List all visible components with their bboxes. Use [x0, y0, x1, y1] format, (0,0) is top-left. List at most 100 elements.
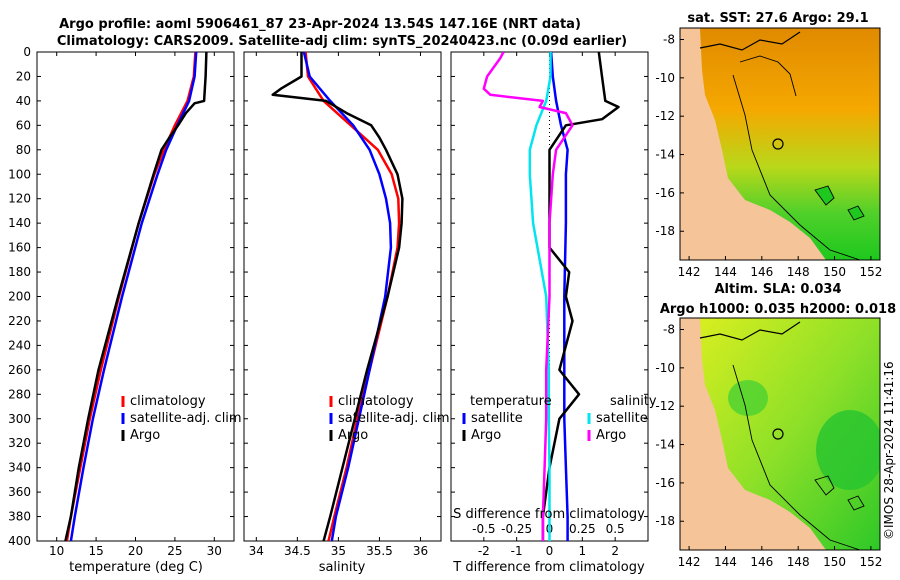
depth-tick-label: 140 — [8, 216, 31, 230]
lon-tick-label: 150 — [823, 555, 846, 569]
sst-map-frame — [679, 27, 881, 261]
depth-tick-label: 220 — [8, 314, 31, 328]
series-line-salinity-argo — [482, 52, 574, 541]
legend-label-t-satellite: satellite — [471, 411, 523, 426]
lon-tick-label: 152 — [859, 555, 882, 569]
sst-depth-contour-2 — [739, 55, 797, 97]
sla-map-ticks: 142 144 146 148 150 152 -8 -10 -12 -14 -16 -18 — [655, 323, 882, 569]
lon-tick-label: 150 — [823, 265, 846, 279]
depth-axis: 0 20 40 60 80 100 120 140 160 180 200 220 240 260 280 3… — [8, 45, 648, 548]
lat-tick-label: -14 — [655, 148, 675, 162]
temperature-xlabel: temperature (deg C) — [69, 560, 203, 575]
salinity-legend: climatology satellite-adj. clim Argo — [329, 394, 450, 443]
x-tick-label: 15 — [88, 544, 103, 558]
lat-tick-label: -10 — [655, 361, 675, 375]
sla-map — [680, 318, 880, 550]
salinity-xlabel: salinity — [319, 560, 366, 575]
depth-tick-label: 280 — [8, 387, 31, 401]
legend-title-temperature: temperature — [470, 394, 552, 409]
depth-tick-label: 40 — [16, 94, 31, 108]
s-difference-xlabel: S difference from climatology — [453, 507, 645, 522]
x-tick-label: 34 — [249, 544, 264, 558]
depth-tick-label: 160 — [8, 241, 31, 255]
s-diff-tick-label: -0.25 — [501, 522, 532, 536]
series-line-satellite-adj-clim — [69, 52, 198, 541]
sla-map-frame — [679, 317, 881, 551]
x-tick-label: 35.5 — [366, 544, 393, 558]
lon-tick-label: 142 — [678, 265, 701, 279]
sla-depth-contour — [732, 364, 861, 550]
depth-tick-label: 180 — [8, 265, 31, 279]
x-tick-label: 30 — [207, 544, 222, 558]
legend-label-satellite: satellite-adj. clim — [338, 411, 450, 426]
temperature-legend: climatology satellite-adj. clim Argo — [121, 394, 242, 443]
sla-high — [816, 410, 880, 490]
x-tick-label: 2 — [611, 544, 619, 558]
salinity-panel — [243, 51, 442, 542]
depth-tick-label: 240 — [8, 338, 31, 352]
lon-tick-label: 142 — [678, 555, 701, 569]
depth-tick-label: 400 — [8, 534, 31, 548]
sst-reefs — [814, 185, 865, 221]
x-tick-label: 36 — [413, 544, 428, 558]
series-line-argo — [64, 52, 208, 541]
depth-tick-label: 80 — [16, 143, 31, 157]
legend-label-s-satellite: satellite — [596, 411, 648, 426]
temperature-panel — [36, 51, 235, 542]
lat-tick-label: -12 — [655, 109, 675, 123]
depth-tick-label: 300 — [8, 412, 31, 426]
x-tick-label: 0 — [546, 544, 554, 558]
series-line-climatology — [304, 52, 401, 541]
lon-tick-label: 144 — [714, 555, 737, 569]
t-difference-xlabel: T difference from climatology — [452, 560, 645, 575]
x-tick-label: 20 — [128, 544, 143, 558]
lon-tick-label: 146 — [750, 265, 773, 279]
x-tick-label: 35 — [331, 544, 346, 558]
legend-label-climatology: climatology — [130, 394, 206, 409]
sst-depth-contour — [732, 74, 861, 260]
sla-map-title: Altim. SLA: 0.034 — [715, 282, 842, 297]
depth-tick-label: 120 — [8, 192, 31, 206]
s-diff-tick-label: 0.25 — [569, 522, 596, 536]
x-tick-label: -1 — [511, 544, 523, 558]
depth-tick-label: 340 — [8, 461, 31, 475]
lat-tick-label: -8 — [663, 323, 675, 337]
difference-x-ticks: -2 -1 0 1 2 — [478, 52, 619, 558]
lon-tick-label: 148 — [787, 265, 810, 279]
x-tick-label: -2 — [478, 544, 490, 558]
depth-tick-label: 260 — [8, 363, 31, 377]
s-diff-tick-label: -0.5 — [472, 522, 495, 536]
x-tick-label: 25 — [167, 544, 182, 558]
temperature-x-ticks: 10 15 20 25 30 — [49, 52, 222, 558]
lat-tick-label: -8 — [663, 33, 675, 47]
sst-ocean — [700, 28, 880, 260]
sst-map-ticks: 142 144 146 148 150 152 -8 -10 -12 -14 -16 -18 — [655, 33, 882, 279]
lon-tick-label: 144 — [714, 265, 737, 279]
s-diff-tick-label: 0.5 — [606, 522, 625, 536]
lat-tick-label: -12 — [655, 399, 675, 413]
sst-coastline — [699, 31, 801, 51]
lon-tick-label: 146 — [750, 555, 773, 569]
lat-tick-label: -18 — [655, 514, 675, 528]
series-line-temperature-argo — [541, 52, 620, 541]
legend-label-argo: Argo — [130, 428, 160, 443]
sla-map-title2: Argo h1000: 0.035 h2000: 0.018 — [660, 302, 896, 317]
sst-map-title: sat. SST: 27.6 Argo: 29.1 — [687, 11, 868, 26]
sst-map — [680, 28, 880, 260]
depth-tick-label: 200 — [8, 290, 31, 304]
imos-watermark: ©IMOS 28-Apr-2024 11:41:16 — [882, 361, 896, 540]
legend-label-argo: Argo — [338, 428, 368, 443]
figure-title-line1: Argo profile: aoml 5906461_87 23-Apr-202… — [59, 17, 581, 32]
depth-tick-label: 320 — [8, 436, 31, 450]
salinity-x-ticks: 34 34.5 35 35.5 36 — [249, 52, 428, 558]
sla-eddy — [728, 380, 768, 416]
lon-tick-label: 152 — [859, 265, 882, 279]
sst-profile-marker — [772, 138, 784, 150]
depth-tick-label: 380 — [8, 510, 31, 524]
depth-tick-label: 0 — [23, 45, 31, 59]
lat-tick-label: -18 — [655, 224, 675, 238]
legend-label-s-argo: Argo — [596, 428, 626, 443]
sla-coastline — [699, 321, 801, 341]
lat-tick-label: -16 — [655, 186, 675, 200]
lat-tick-label: -14 — [655, 438, 675, 452]
